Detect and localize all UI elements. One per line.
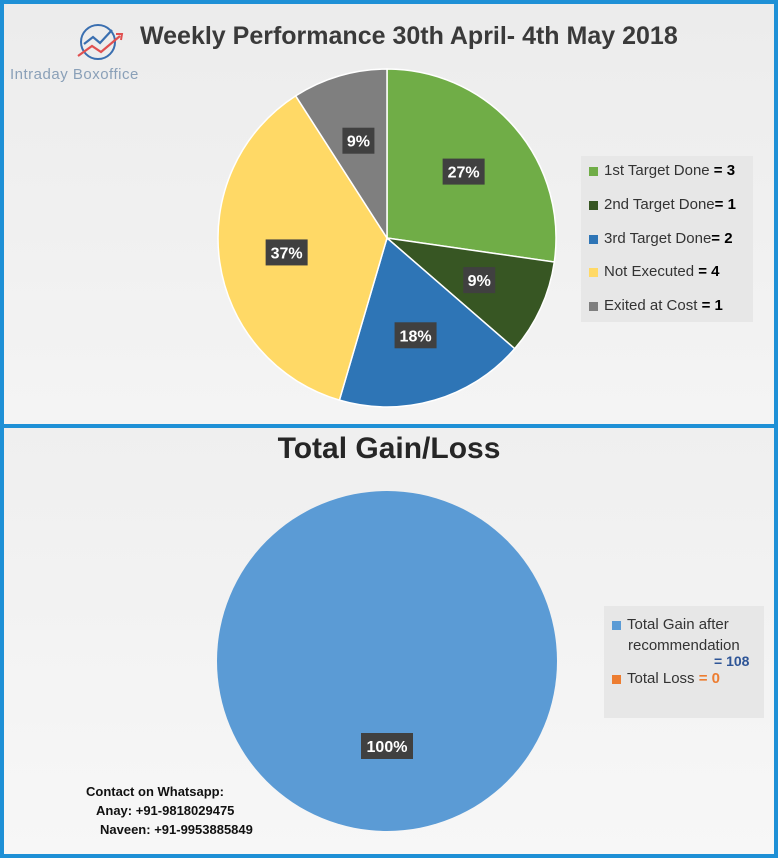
legend-swatch — [589, 267, 598, 277]
data-label-0-4: 9% — [347, 134, 370, 151]
pie-slice-1-0 — [217, 491, 557, 831]
legend-value: = 2 — [711, 230, 733, 247]
legend-value: = 1 — [701, 297, 723, 314]
contact-anay: Anay: +91-9818029475 — [96, 803, 235, 818]
legend-gain-loss: Total Gain after recommendation = 108 To… — [604, 606, 764, 718]
legend-label-line2: recommendation — [628, 637, 740, 654]
data-label-0-0: 27% — [448, 165, 480, 182]
data-label-0-3: 37% — [271, 245, 303, 262]
data-label-box-0-3 — [265, 239, 308, 266]
legend-label: 2nd Target Done — [604, 196, 715, 213]
data-label-box-0-4 — [342, 127, 375, 154]
data-label-box-0-0 — [442, 158, 485, 185]
logo-text: Intraday Boxoffice — [10, 66, 139, 83]
legend-item: 1st Target Done = 3 — [589, 162, 735, 179]
logo-icon — [77, 24, 124, 60]
data-label-box-0-2 — [394, 322, 437, 349]
legend-label: Total Loss — [627, 670, 695, 687]
legend-item: 3rd Target Done= 2 — [589, 230, 733, 247]
legend-value: = 1 — [714, 196, 736, 213]
data-label-0-1: 9% — [468, 273, 491, 290]
legend-value: = 3 — [713, 162, 736, 179]
legend-swatch — [612, 620, 621, 630]
contact-block: Contact on Whatsapp: Anay: +91-981802947… — [86, 782, 253, 839]
legend-label: Total Gain after — [627, 616, 729, 633]
legend-item: Not Executed = 4 — [589, 263, 720, 280]
legend-item: Total Gain after recommendation = 108 — [612, 614, 749, 672]
legend-label: Not Executed — [604, 263, 695, 280]
legend-value: = 0 — [698, 670, 720, 687]
legend-label-line1: Total Gain after — [612, 614, 749, 635]
legend-item: Total Loss = 0 — [612, 670, 720, 687]
legend-item: Exited at Cost = 1 — [589, 297, 723, 314]
second-chart-title: Total Gain/Loss — [277, 432, 501, 465]
legend-swatch — [589, 301, 598, 311]
data-label-box-0-1 — [463, 267, 496, 294]
pie-slice-0-1 — [384, 236, 556, 350]
legend-swatch — [589, 200, 598, 210]
data-label-1-0: 100% — [367, 739, 408, 756]
legend-label: 1st Target Done — [604, 162, 710, 179]
data-label-box-1-0 — [361, 733, 413, 759]
legend-swatch — [589, 166, 598, 176]
contact-naveen: Naveen: +91-9953885849 — [100, 822, 253, 837]
legend-swatch — [612, 674, 621, 684]
legend-item: 2nd Target Done= 1 — [589, 196, 736, 213]
legend-label: 3rd Target Done — [604, 230, 712, 247]
pie-slice-0-4 — [294, 68, 388, 241]
data-label-0-2: 18% — [400, 328, 432, 345]
legend-weekly: 1st Target Done = 3 2nd Target Done= 1 3… — [581, 156, 753, 322]
legend-value: = 4 — [698, 263, 720, 280]
legend-value: = 108 — [714, 653, 750, 669]
chart-title: Weekly Performance 30th April- 4th May 2… — [140, 22, 678, 50]
legend-swatch — [589, 234, 598, 244]
contact-heading: Contact on Whatsapp: — [86, 784, 224, 799]
legend-label: Exited at Cost — [604, 297, 698, 314]
